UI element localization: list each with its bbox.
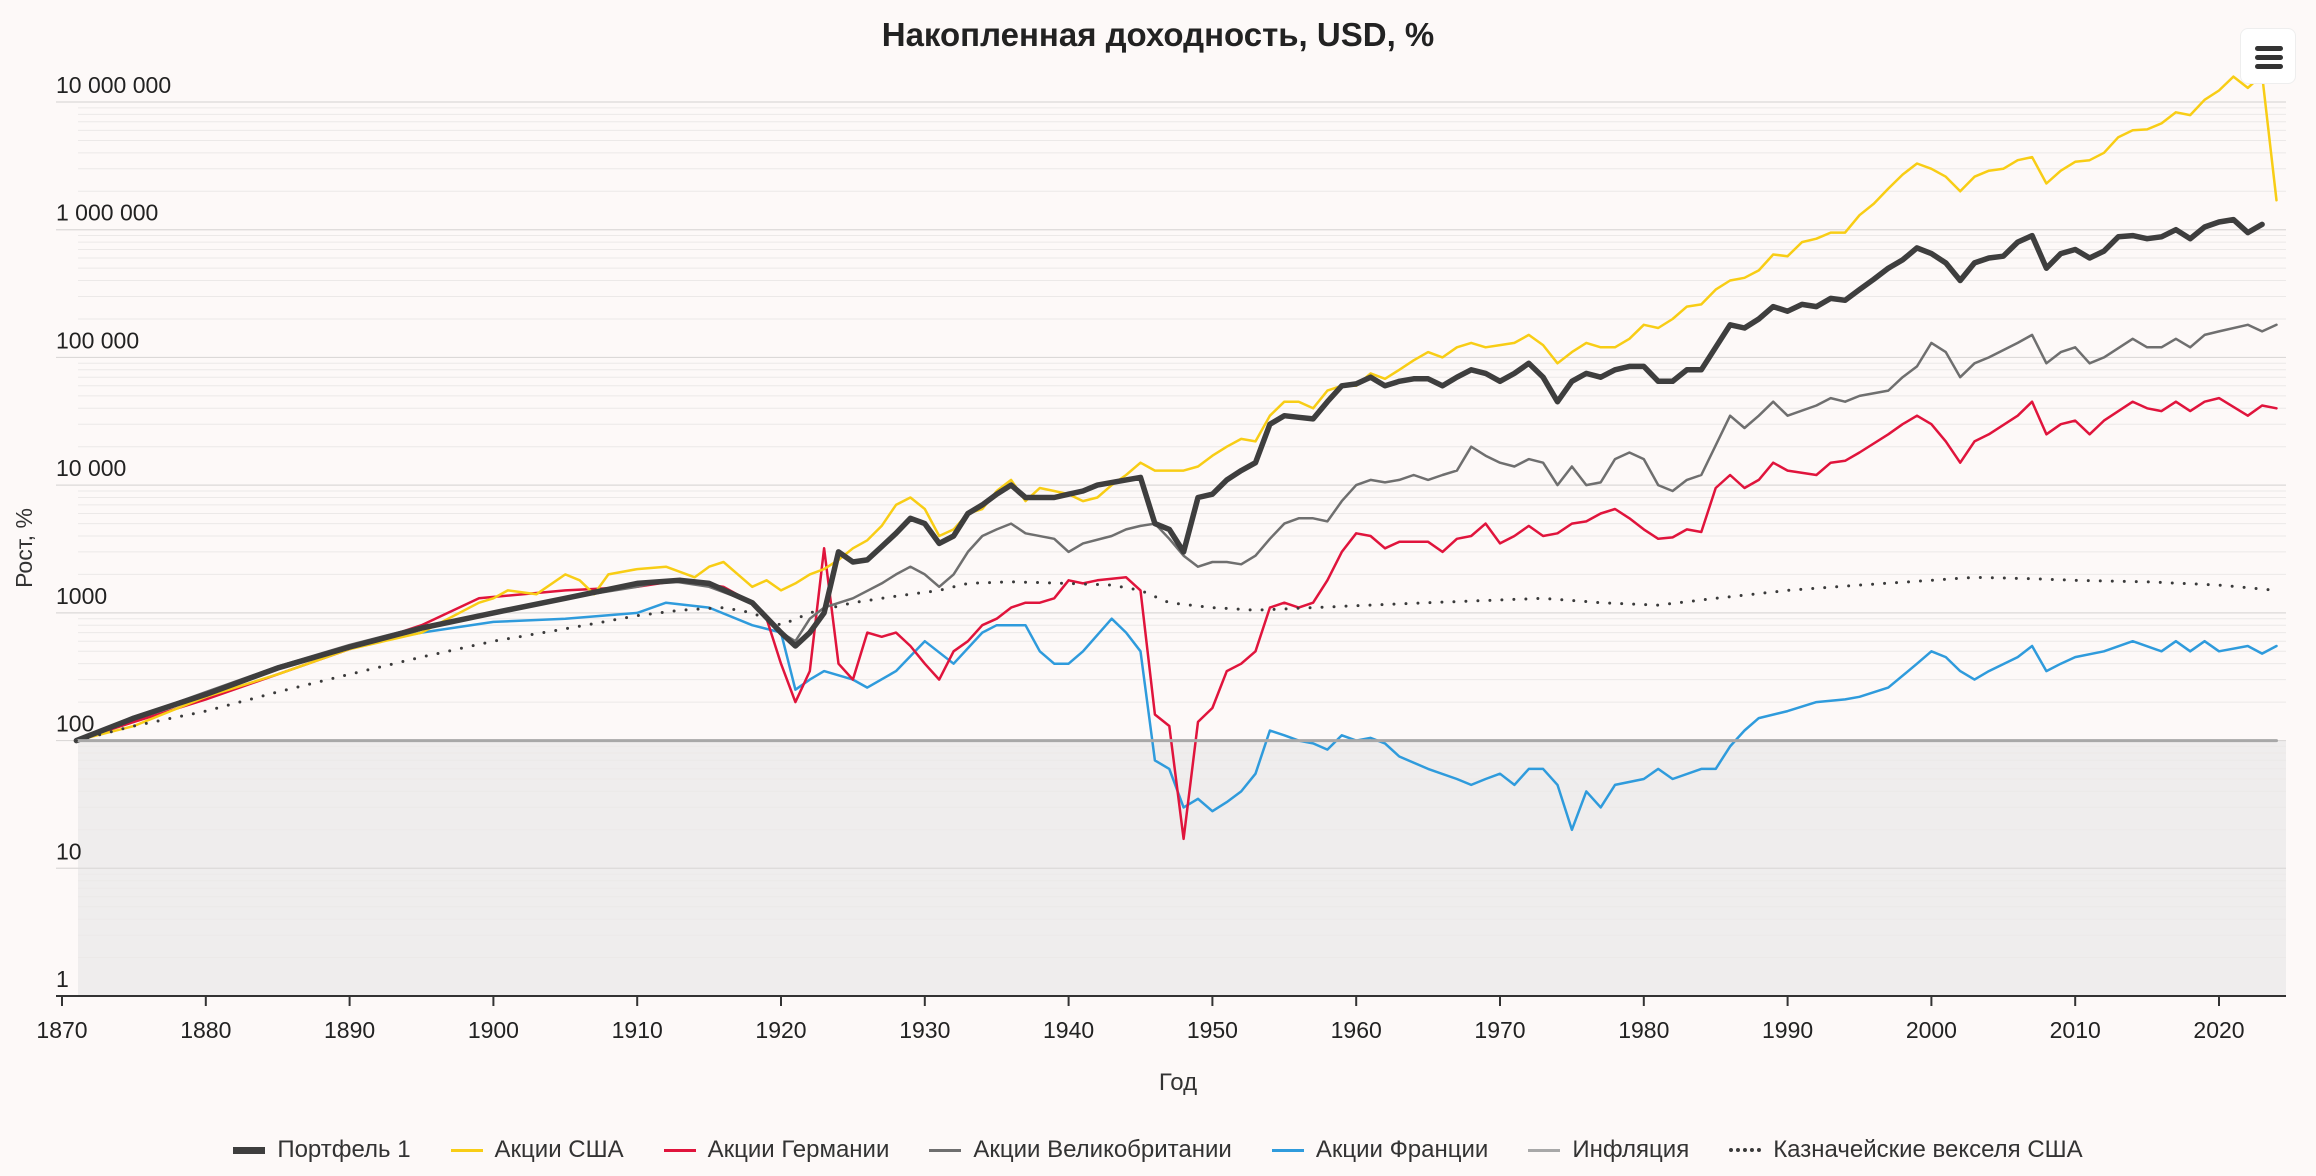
chart-title: Накопленная доходность, USD, % [882,16,1435,53]
y-tick-label: 10 000 000 [56,72,171,98]
legend-label: Акции Франции [1315,1136,1489,1163]
x-tick-label: 1900 [468,1017,519,1043]
y-tick-label: 10 000 [56,455,126,481]
legend-swatch [450,1148,483,1152]
legend-label: Казначейские векселя США [1773,1136,2083,1163]
legend-item[interactable]: Портфель 1 [233,1136,411,1164]
plot-area: 1 10 100 1000 10 000 100 000 1 000 000 10 000 0… [36,72,2286,1043]
y-tick-label: 100 000 [56,327,139,353]
chart-legend: Портфель 1 Акции США Акции Германии Акции В… [0,1132,2316,1168]
x-tick-label: 1950 [1187,1017,1238,1043]
legend-swatch [929,1148,962,1152]
series-line [75,323,2278,742]
chart-menu-button[interactable] [2240,28,2296,84]
y-tick-label: 1 [56,966,69,992]
series-line [73,216,2265,744]
x-tick-label: 1990 [1762,1017,1813,1043]
legend-label: Акции Великобритании [973,1136,1232,1163]
x-tick-label: 1970 [1474,1017,1525,1043]
y-axis-label: Рост, % [11,508,37,588]
legend-item[interactable]: Инфляция [1528,1136,1689,1164]
legend-item[interactable]: Акции Франции [1271,1136,1489,1164]
x-tick-label: 1940 [1043,1017,1094,1043]
y-tick-label: 10 [56,838,82,864]
x-tick-label: 1930 [899,1017,950,1043]
x-tick-label: 1960 [1331,1017,1382,1043]
legend-swatch [233,1146,266,1154]
x-tick-label: 1920 [755,1017,806,1043]
legend-item[interactable]: Акции Великобритании [929,1136,1232,1164]
y-tick-label: 1000 [56,583,107,609]
x-tick-label: 1890 [324,1017,375,1043]
legend-swatch [663,1148,696,1152]
x-tick-label: 2010 [2050,1017,2101,1043]
x-axis-label: Год [1159,1069,1197,1096]
x-tick-label: 1980 [1618,1017,1669,1043]
y-tick-label: 100 [56,711,94,737]
legend-label: Инфляция [1572,1136,1690,1163]
x-tick-label: 1880 [180,1017,231,1043]
series-line [74,575,2278,743]
x-tick-label: 1910 [612,1017,663,1043]
legend-label: Акции Германии [707,1136,890,1163]
series-line [75,73,2278,742]
legend-label: Акции США [494,1136,624,1163]
legend-item[interactable]: Акции США [450,1136,624,1164]
legend-item[interactable]: Акции Германии [663,1136,890,1164]
y-tick-label: 1 000 000 [56,200,158,226]
legend-swatch [1528,1148,1561,1152]
legend-label: Портфель 1 [277,1136,411,1163]
x-tick-label: 1870 [36,1017,87,1043]
series-line [75,396,2278,841]
hamburger-menu-icon [2255,46,2283,51]
series-line [75,601,2278,832]
legend-swatch [1271,1148,1304,1152]
legend-swatch [1729,1148,1762,1152]
legend-item[interactable]: Казначейские векселя США [1729,1136,2083,1164]
x-tick-label: 2000 [1906,1017,1957,1043]
x-tick-label: 2020 [2193,1017,2244,1043]
